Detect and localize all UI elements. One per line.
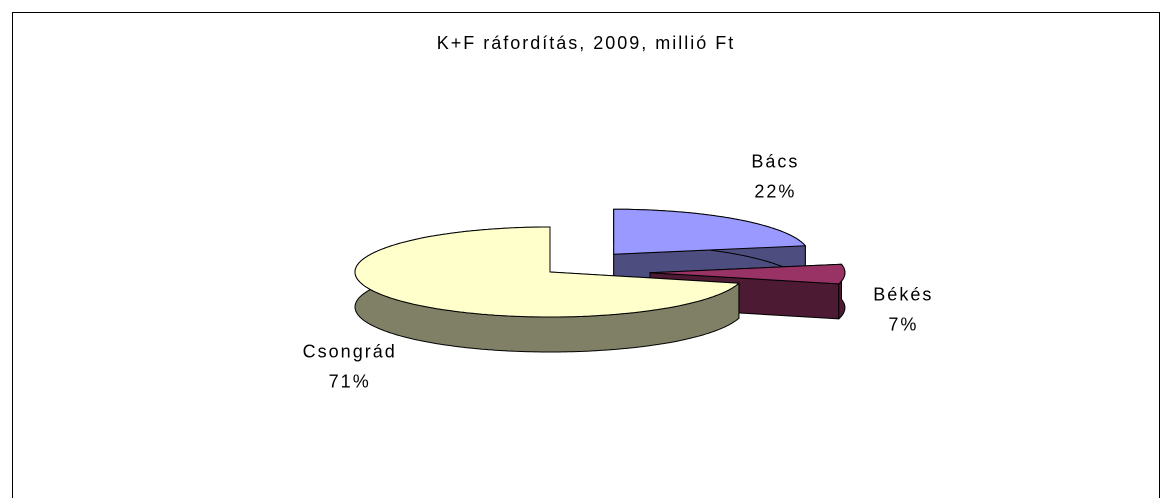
slice-label: Békés: [873, 285, 933, 305]
slice: [354, 226, 740, 318]
slice-value-label: 22%: [754, 182, 796, 202]
slice-label: Bács: [751, 152, 799, 172]
chart-frame: [12, 12, 1160, 498]
slice-value-label: 71%: [329, 371, 371, 391]
slice: [613, 208, 806, 255]
slice-label: Csongrád: [303, 341, 397, 361]
chart-title: K+F ráfordítás, 2009, millió Ft: [437, 33, 736, 53]
slice-value-label: 7%: [888, 315, 918, 335]
slice: [649, 263, 846, 285]
